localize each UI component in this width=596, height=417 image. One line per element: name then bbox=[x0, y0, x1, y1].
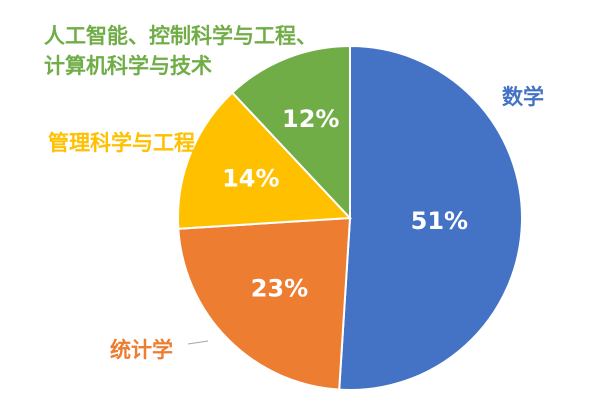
slice-value-label: 23% bbox=[251, 275, 308, 303]
category-label: 数学 bbox=[502, 85, 544, 109]
leader-lines bbox=[187, 340, 209, 345]
category-label: 统计学 bbox=[110, 338, 173, 362]
pie-slice-1 bbox=[338, 44, 523, 391]
category-label: 管理科学与工程, bbox=[48, 131, 203, 155]
slice-value-label: 12% bbox=[282, 105, 339, 133]
pie-slice-3 bbox=[177, 91, 353, 230]
slice-value-label: 14% bbox=[222, 165, 279, 193]
leader-line bbox=[187, 340, 209, 345]
pie-slices bbox=[177, 44, 523, 391]
pie-slice-2 bbox=[177, 216, 352, 391]
pie-slice-4 bbox=[230, 44, 351, 221]
pie-value-labels: 51% 23% 14% 12% bbox=[222, 105, 468, 303]
slice-value-label: 51% bbox=[411, 207, 468, 235]
category-label: 人工智能、控制科学与工程、 bbox=[44, 24, 317, 48]
category-label: 计算机科学与技术 bbox=[44, 54, 212, 78]
